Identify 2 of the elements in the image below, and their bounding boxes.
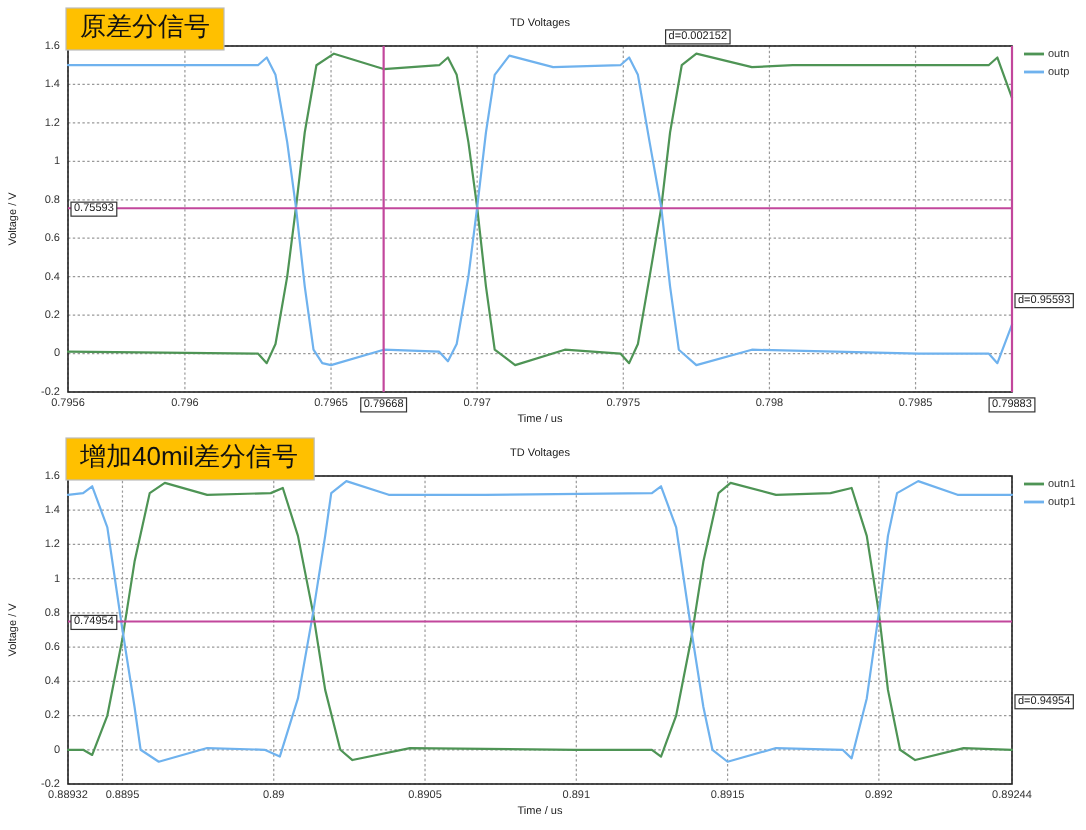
chart-subtitle: 增加40mil差分信号 [78, 440, 299, 471]
chart-subtitle: 原差分信号 [80, 10, 210, 41]
